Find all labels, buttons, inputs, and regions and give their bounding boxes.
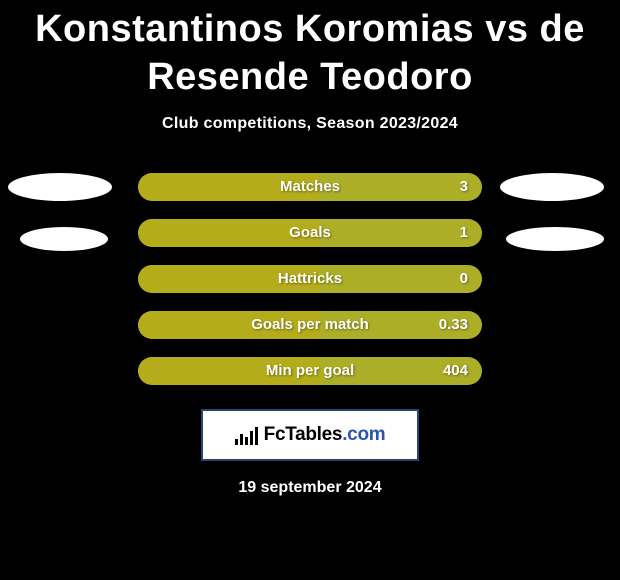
stat-value: 404 (443, 357, 468, 385)
subtitle: Club competitions, Season 2023/2024 (0, 115, 620, 133)
stat-row: Goals1 (0, 219, 620, 247)
stat-row: Goals per match0.33 (0, 311, 620, 339)
left-oval (8, 173, 112, 201)
chart-icon (235, 425, 258, 445)
stat-value: 3 (460, 173, 468, 201)
stat-pill: Matches3 (138, 173, 482, 201)
page-title: Konstantinos Koromias vs de Resende Teod… (0, 0, 620, 101)
stat-pill: Hattricks0 (138, 265, 482, 293)
stat-label: Hattricks (138, 265, 482, 293)
stat-row: Hattricks0 (0, 265, 620, 293)
stat-pill: Min per goal404 (138, 357, 482, 385)
stat-label: Min per goal (138, 357, 482, 385)
logo-text: FcTables.com (264, 424, 386, 446)
stat-row: Matches3 (0, 173, 620, 201)
date-label: 19 september 2024 (0, 479, 620, 497)
stat-rows: Matches3Goals1Hattricks0Goals per match0… (0, 173, 620, 385)
stat-row: Min per goal404 (0, 357, 620, 385)
stat-value: 0.33 (439, 311, 468, 339)
left-oval (20, 227, 108, 251)
stat-pill: Goals per match0.33 (138, 311, 482, 339)
stat-value: 0 (460, 265, 468, 293)
stat-label: Goals per match (138, 311, 482, 339)
stat-label: Goals (138, 219, 482, 247)
stat-pill: Goals1 (138, 219, 482, 247)
right-oval (500, 173, 604, 201)
stat-label: Matches (138, 173, 482, 201)
right-oval (506, 227, 604, 251)
fctables-logo: FcTables.com (201, 409, 419, 461)
stat-value: 1 (460, 219, 468, 247)
